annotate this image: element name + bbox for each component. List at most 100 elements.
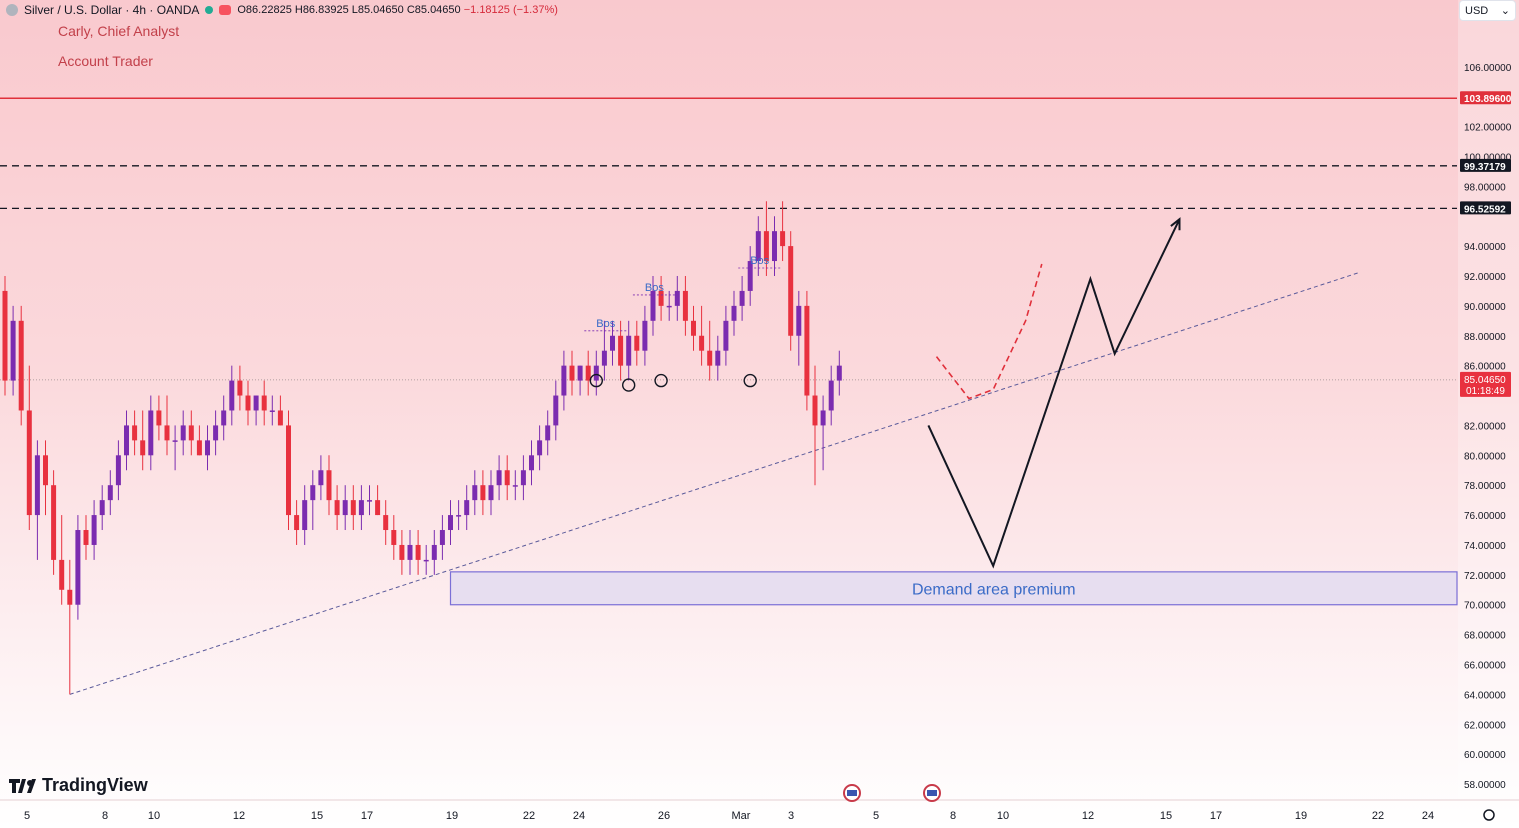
candle-body[interactable] xyxy=(723,320,729,351)
candle-body[interactable] xyxy=(326,470,332,501)
swing-low-circle[interactable] xyxy=(622,378,636,392)
candle-body[interactable] xyxy=(796,305,802,336)
candle-body[interactable] xyxy=(310,485,316,501)
candle-body[interactable] xyxy=(156,410,162,426)
candle-body[interactable] xyxy=(75,530,81,605)
price-axis[interactable] xyxy=(1458,0,1519,800)
candle-body[interactable] xyxy=(407,544,413,560)
candle-body[interactable] xyxy=(585,365,591,381)
candle-body[interactable] xyxy=(83,530,89,545)
candle-body[interactable] xyxy=(399,544,405,560)
swing-low-circle[interactable] xyxy=(654,373,668,388)
candle-body[interactable] xyxy=(804,305,810,396)
candle-body[interactable] xyxy=(253,395,259,411)
candle-body[interactable] xyxy=(537,440,543,456)
candle-body[interactable] xyxy=(666,305,672,308)
projection-path[interactable] xyxy=(927,218,1181,569)
candle-body[interactable] xyxy=(334,500,340,516)
candle-body[interactable] xyxy=(277,410,283,426)
candle-body[interactable] xyxy=(205,440,210,456)
candle-body[interactable] xyxy=(439,530,445,545)
candle-body[interactable] xyxy=(140,440,146,456)
candle-body[interactable] xyxy=(358,500,364,516)
candle-body[interactable] xyxy=(747,261,753,291)
candle-body[interactable] xyxy=(423,559,429,562)
candle-body[interactable] xyxy=(836,365,842,381)
candle-body[interactable] xyxy=(221,410,227,426)
candle-body[interactable] xyxy=(34,455,40,516)
candle-body[interactable] xyxy=(237,380,243,396)
candle-body[interactable] xyxy=(464,500,470,516)
candle-body[interactable] xyxy=(715,350,721,366)
candle-body[interactable] xyxy=(561,365,567,396)
candle-body[interactable] xyxy=(731,305,737,321)
candle-body[interactable] xyxy=(820,410,826,426)
candle-body[interactable] xyxy=(148,410,154,456)
candle-body[interactable] xyxy=(691,320,696,336)
candle-body[interactable] xyxy=(828,380,834,411)
candle-body[interactable] xyxy=(642,320,648,351)
swing-low-circle[interactable] xyxy=(743,373,757,388)
candle-body[interactable] xyxy=(448,515,453,531)
candle-body[interactable] xyxy=(601,350,607,366)
candle-body[interactable] xyxy=(739,290,745,306)
candle-body[interactable] xyxy=(456,515,462,517)
candle-body[interactable] xyxy=(269,410,275,412)
candle-body[interactable] xyxy=(593,365,599,381)
candle-body[interactable] xyxy=(67,589,73,605)
candle-body[interactable] xyxy=(610,335,615,351)
candle-body[interactable] xyxy=(261,395,267,411)
candle-body[interactable] xyxy=(26,410,32,516)
candle-body[interactable] xyxy=(569,365,575,381)
candle-body[interactable] xyxy=(415,544,421,560)
candle-body[interactable] xyxy=(699,335,705,351)
candle-body[interactable] xyxy=(107,485,113,501)
candle-body[interactable] xyxy=(512,485,518,487)
candle-body[interactable] xyxy=(375,500,381,516)
candle-body[interactable] xyxy=(504,470,510,486)
candle-body[interactable] xyxy=(180,425,186,441)
candle-body[interactable] xyxy=(196,440,202,456)
candle-body[interactable] xyxy=(658,290,664,306)
swing-low-circle[interactable] xyxy=(589,373,603,388)
candle-body[interactable] xyxy=(553,395,559,426)
candle-body[interactable] xyxy=(294,515,300,531)
candle-body[interactable] xyxy=(496,470,502,486)
trendline[interactable] xyxy=(69,272,1358,695)
candle-body[interactable] xyxy=(577,365,583,381)
candle-body[interactable] xyxy=(302,500,308,531)
candle-body[interactable] xyxy=(488,485,494,501)
candle-body[interactable] xyxy=(367,500,372,502)
candle-body[interactable] xyxy=(812,395,818,426)
candle-body[interactable] xyxy=(51,485,57,560)
candle-body[interactable] xyxy=(43,455,48,486)
candle-body[interactable] xyxy=(286,425,291,516)
candle-body[interactable] xyxy=(545,425,551,441)
candle-body[interactable] xyxy=(91,515,97,545)
candle-body[interactable] xyxy=(529,455,534,471)
demand-zone[interactable] xyxy=(449,571,1458,606)
candle-body[interactable] xyxy=(350,500,356,516)
candle-body[interactable] xyxy=(124,425,129,456)
candle-body[interactable] xyxy=(10,320,16,381)
candle-body[interactable] xyxy=(472,485,478,501)
currency-selector[interactable]: USD ⌄ xyxy=(1459,0,1516,21)
candle-body[interactable] xyxy=(172,440,178,442)
candle-body[interactable] xyxy=(245,395,251,411)
candle-body[interactable] xyxy=(707,350,713,366)
candle-body[interactable] xyxy=(164,425,170,441)
candle-body[interactable] xyxy=(99,500,105,516)
candle-body[interactable] xyxy=(772,231,777,262)
candle-body[interactable] xyxy=(318,470,324,486)
candle-body[interactable] xyxy=(342,500,348,516)
alt-projection-path[interactable] xyxy=(935,263,1043,400)
gear-icon[interactable] xyxy=(1483,809,1495,821)
candle-body[interactable] xyxy=(229,380,235,411)
candle-body[interactable] xyxy=(188,425,194,441)
candle-body[interactable] xyxy=(480,485,486,501)
candle-body[interactable] xyxy=(788,246,794,336)
candle-body[interactable] xyxy=(431,544,437,560)
candle-body[interactable] xyxy=(2,290,8,381)
candle-body[interactable] xyxy=(780,231,786,247)
